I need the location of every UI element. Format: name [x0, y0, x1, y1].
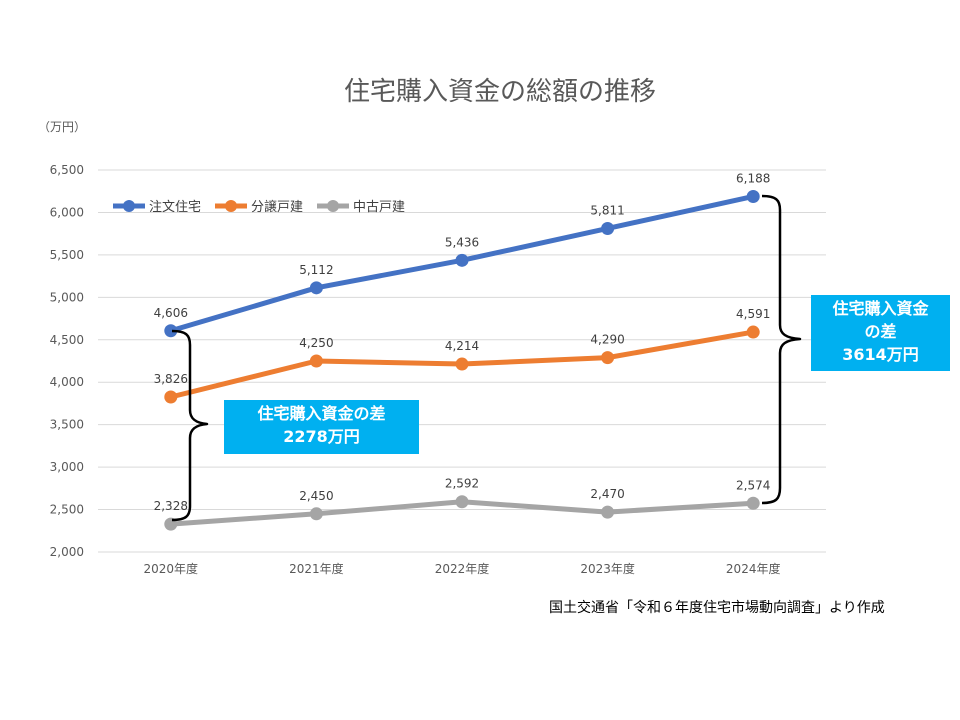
data-point [746, 496, 760, 510]
data-point [746, 325, 760, 339]
x-tick-label: 2020年度 [144, 561, 199, 576]
x-tick-label: 2022年度 [435, 561, 490, 576]
data-point [309, 281, 323, 295]
legend-marker [225, 200, 237, 212]
x-tick-label: 2021年度 [289, 561, 344, 576]
source-note: 国土交通省「令和６年度住宅市場動向調査」より作成 [549, 600, 885, 616]
difference-callout-2024-line3: 3614万円 [842, 345, 919, 364]
x-axis-ticks: 2020年度 2021年度 2022年度 2023年度 2024年度 [144, 561, 781, 576]
data-point [455, 253, 469, 267]
brace-left-2020 [171, 329, 209, 522]
data-point [601, 505, 615, 519]
legend-label: 注文住宅 [149, 200, 201, 215]
legend-label: 中古戸建 [353, 200, 405, 215]
data-point [309, 507, 323, 521]
chart-title: 住宅購入資金の総額の推移 [344, 77, 656, 107]
y-unit-label: （万円） [38, 120, 86, 134]
data-point [455, 357, 469, 371]
legend-marker [327, 200, 339, 212]
data-label: 5,112 [299, 263, 333, 277]
difference-callout-2024: 住宅購入資金 の差 3614万円 [811, 295, 950, 371]
data-label: 2,470 [590, 487, 624, 501]
data-point [601, 351, 615, 365]
legend: 注文住宅 分譲戸建 中古戸建 [113, 199, 405, 215]
data-label: 2,450 [299, 489, 333, 503]
data-label: 5,811 [590, 203, 624, 217]
y-tick-label: 5,500 [50, 248, 84, 262]
y-tick-label: 2,500 [50, 503, 84, 517]
x-tick-label: 2024年度 [726, 561, 781, 576]
data-labels: 4,606 5,112 5,436 5,811 6,188 3,826 4,250 4,214… [154, 171, 771, 513]
data-label: 5,436 [445, 235, 479, 249]
y-tick-label: 4,500 [50, 333, 84, 347]
difference-callout-2024-line1: 住宅購入資金 [832, 299, 929, 318]
y-tick-label: 6,500 [50, 163, 84, 177]
data-point [601, 221, 615, 235]
y-tick-label: 3,000 [50, 460, 84, 474]
data-label: 4,591 [736, 307, 770, 321]
data-point [309, 354, 323, 368]
difference-callout-2020: 住宅購入資金の差 2278万円 [224, 400, 419, 454]
data-label: 2,574 [736, 478, 770, 492]
brace-right-2024 [761, 194, 802, 505]
data-point [746, 189, 760, 203]
data-point [455, 495, 469, 509]
y-axis-ticks: 2,000 2,500 3,000 3,500 4,000 4,500 5,000 5,500… [50, 163, 84, 559]
data-label: 4,214 [445, 339, 479, 353]
y-tick-label: 5,000 [50, 290, 84, 304]
y-tick-label: 3,500 [50, 418, 84, 432]
data-label: 4,250 [299, 336, 333, 350]
y-tick-label: 2,000 [50, 545, 84, 559]
difference-callout-2020-line2: 2278万円 [283, 427, 360, 446]
data-label: 3,826 [154, 372, 188, 386]
difference-callout-2020-line1: 住宅購入資金の差 [257, 404, 386, 423]
data-label: 2,592 [445, 477, 479, 491]
difference-callout-2024-line2: の差 [864, 322, 897, 341]
legend-marker [123, 200, 135, 212]
data-label: 2,328 [154, 499, 188, 513]
data-label: 6,188 [736, 171, 770, 185]
x-tick-label: 2023年度 [580, 561, 635, 576]
y-tick-label: 6,000 [50, 205, 84, 219]
data-point [164, 324, 178, 338]
legend-label: 分譲戸建 [251, 199, 303, 215]
data-label: 4,606 [154, 306, 188, 320]
gridlines [98, 169, 826, 553]
data-point [164, 390, 178, 404]
data-label: 4,290 [590, 333, 624, 347]
y-tick-label: 4,000 [50, 375, 84, 389]
